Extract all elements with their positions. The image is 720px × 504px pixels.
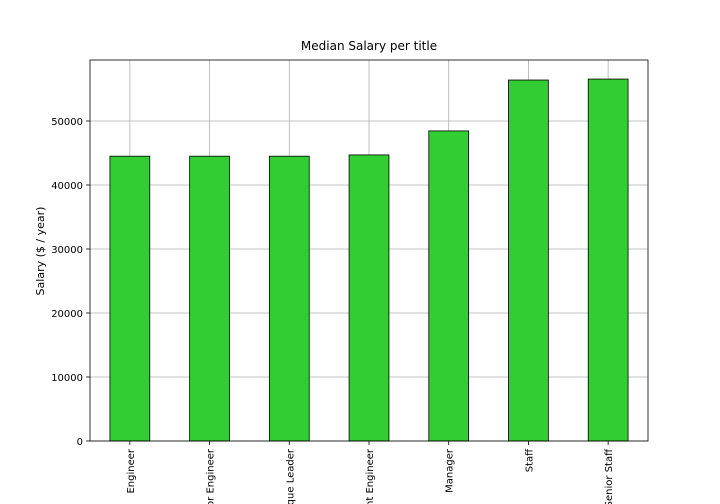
plot-frame — [89, 59, 649, 442]
x-tick-label: Manager — [445, 448, 456, 493]
x-tick-label: or Engineer — [206, 448, 217, 504]
x-tick-label: nt Engineer — [365, 448, 376, 504]
bar — [508, 79, 549, 442]
y-tick-label: 20000 — [51, 309, 83, 320]
bar — [189, 155, 230, 442]
y-tick-label: 50000 — [51, 117, 83, 128]
bar — [428, 130, 470, 442]
x-tick-label: Senior Staff — [604, 448, 615, 504]
x-tick-label: Staff — [524, 448, 535, 472]
y-axis-label: Salary ($ / year) — [34, 207, 47, 296]
x-tick-label: Engineer — [126, 448, 137, 493]
bar — [109, 155, 151, 442]
bar — [587, 78, 629, 442]
y-tick-label: 40000 — [51, 181, 83, 192]
chart-title: Median Salary per title — [301, 39, 437, 53]
x-tick-label: que Leader — [285, 448, 296, 504]
y-tick-label: 0 — [77, 437, 83, 448]
bar — [348, 154, 390, 442]
y-tick-label: 30000 — [51, 245, 83, 256]
y-tick-label: 10000 — [51, 373, 83, 384]
bar — [268, 155, 310, 442]
